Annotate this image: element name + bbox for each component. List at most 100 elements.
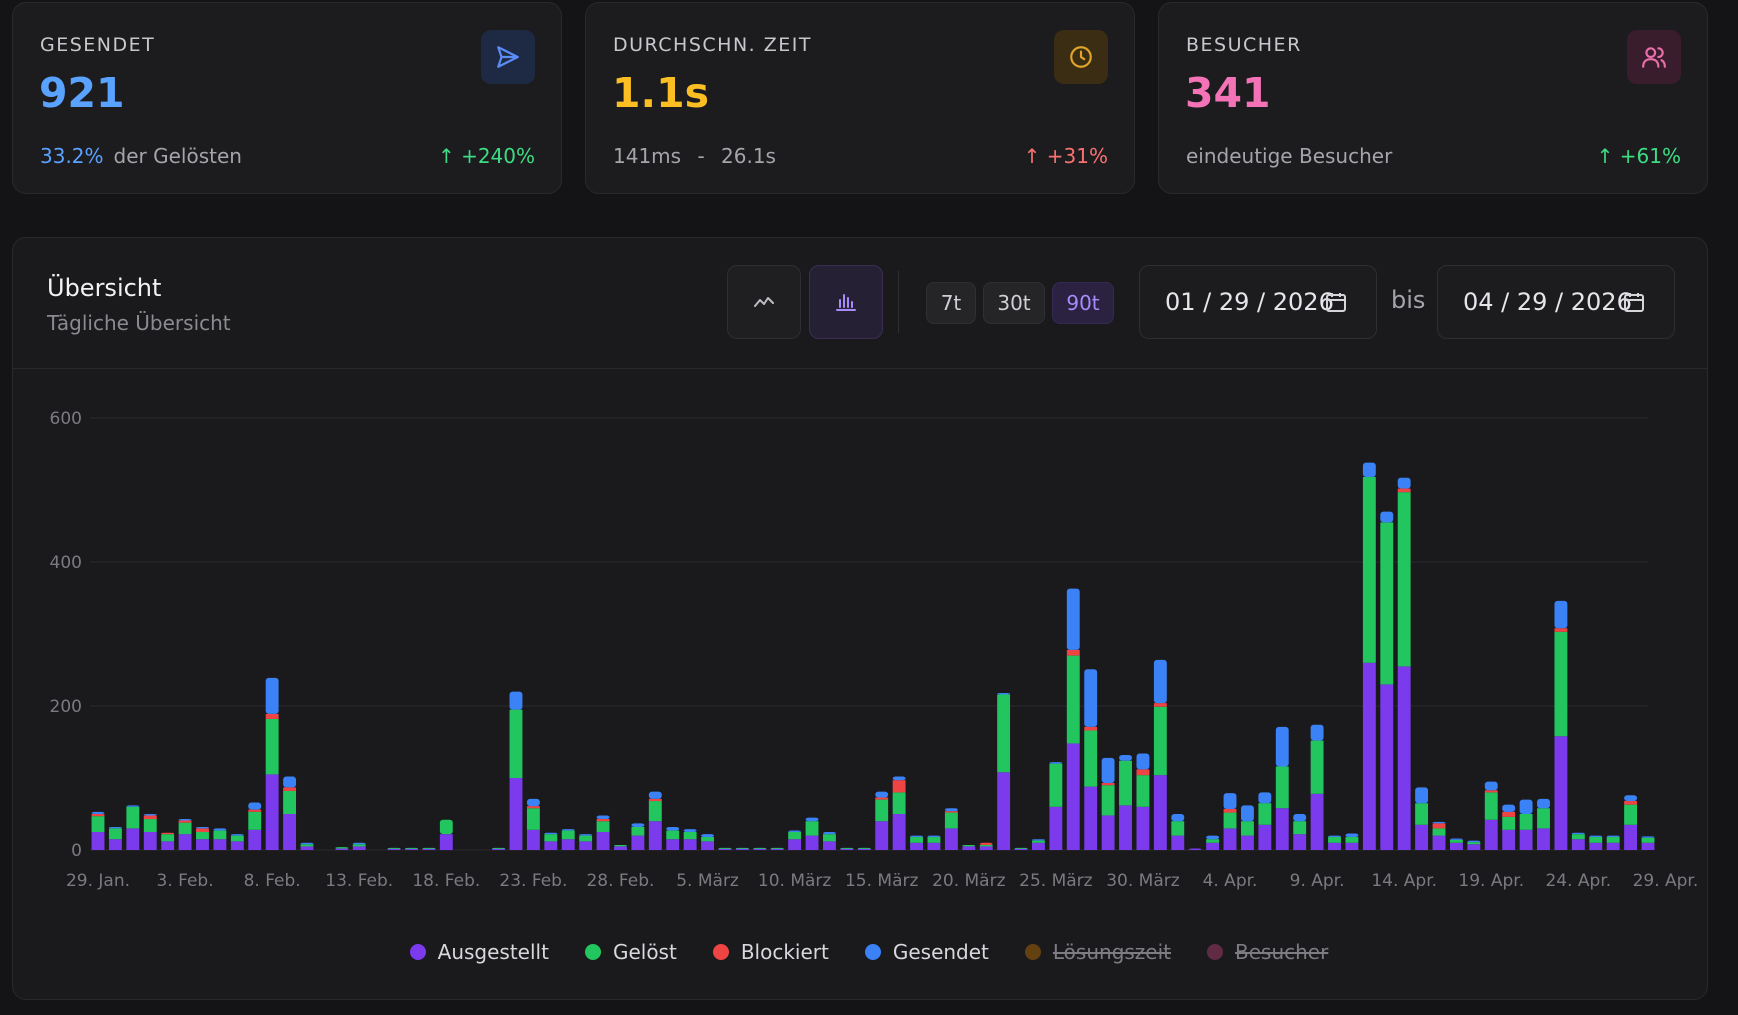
range-7t-button[interactable]: 7t <box>926 282 976 324</box>
bar-segment <box>1537 828 1550 850</box>
bar-segment <box>1240 835 1254 850</box>
bar-chart-icon <box>836 294 856 311</box>
bar-segment <box>788 832 802 840</box>
bar-segment <box>1328 837 1341 843</box>
bar-segment <box>1328 835 1341 838</box>
bar-segment <box>1380 522 1394 685</box>
bar-segment <box>1240 821 1254 836</box>
bar-segment <box>1275 808 1289 850</box>
bar-segment <box>1484 792 1498 820</box>
bar-segment <box>579 841 593 850</box>
bar-segment <box>1449 839 1463 843</box>
bar-segment <box>422 848 436 850</box>
bar-segment <box>875 799 889 822</box>
calendar-icon[interactable] <box>1622 290 1646 314</box>
bar-segment <box>1624 804 1638 825</box>
bar-segment <box>875 821 889 850</box>
bar-segment <box>1415 803 1429 825</box>
bar-segment <box>1554 631 1568 737</box>
bar-segment <box>701 834 714 838</box>
bar-segment <box>91 832 105 850</box>
kpi-label: GESENDET <box>40 34 156 56</box>
bar-segment <box>1101 785 1115 816</box>
kpi-value: 1.1s <box>612 69 710 117</box>
bar-segment <box>579 834 593 836</box>
bar-segment <box>875 797 889 800</box>
bar-segment <box>352 844 366 847</box>
date-to-input[interactable]: 04 / 29 / 2026 <box>1437 265 1675 339</box>
bar-segment <box>1502 811 1516 817</box>
bar-segment <box>1502 829 1516 850</box>
bar-segment <box>143 832 157 850</box>
bar-segment <box>1345 837 1359 843</box>
bar-segment <box>927 837 941 843</box>
bar-segment <box>648 821 662 850</box>
legend-item-geloest[interactable]: Gelöst <box>584 940 677 964</box>
legend-item-ausgestellt[interactable]: Ausgestellt <box>409 940 549 964</box>
bar-chart-toggle-button[interactable] <box>809 265 883 339</box>
bar-segment <box>718 848 732 850</box>
x-tick-label: 15. März <box>845 871 919 891</box>
bar-segment <box>979 844 993 847</box>
bar-segment <box>439 834 453 850</box>
bar-segment <box>944 828 958 850</box>
kpi-sub-separator: - <box>697 144 705 168</box>
kpi-label: BESUCHER <box>1186 34 1302 56</box>
bar-segment <box>544 841 558 850</box>
range-30t-button[interactable]: 30t <box>983 282 1045 324</box>
bar-segment <box>248 802 262 810</box>
kpi-label: DURCHSCHN. ZEIT <box>613 34 812 56</box>
range-90t-button[interactable]: 90t <box>1052 282 1114 324</box>
x-tick-label: 5. März <box>676 871 739 891</box>
bar-segment <box>735 847 749 849</box>
legend-item-blockiert[interactable]: Blockiert <box>712 940 829 964</box>
bar-segment <box>161 832 175 835</box>
kpi-trend: ↑ +31% <box>1024 144 1108 168</box>
legend-item-besucher[interactable]: Besucher <box>1207 940 1328 964</box>
bar-segment <box>596 832 610 850</box>
bar-segment <box>283 787 297 791</box>
legend-label: Gelöst <box>612 940 677 964</box>
bar-segment <box>405 847 418 849</box>
panel-title: Übersicht <box>47 274 162 302</box>
bar-segment <box>439 819 453 835</box>
date-from-input[interactable]: 01 / 29 / 2026 <box>1139 265 1377 339</box>
bar-segment <box>1484 819 1498 850</box>
bar-segment <box>910 842 923 850</box>
bar-segment <box>335 848 349 850</box>
bar-segment <box>178 834 192 850</box>
legend-item-gesendet[interactable]: Gesendet <box>864 940 989 964</box>
calendar-icon[interactable] <box>1324 290 1348 314</box>
line-chart-icon <box>754 297 774 307</box>
bar-segment <box>196 839 209 850</box>
x-tick-label: 20. März <box>932 871 1006 891</box>
bar-segment <box>1153 775 1167 850</box>
bar-segment <box>108 839 122 850</box>
bar-segment <box>1432 823 1446 829</box>
legend-item-loesungszeit[interactable]: Lösungszeit <box>1024 940 1171 964</box>
kpi-card-gesendet: GESENDET 921 33.2% der Gelösten ↑ +240% <box>12 2 562 194</box>
bar-segment <box>910 837 923 843</box>
bar-segment <box>1502 816 1516 830</box>
bar-segment <box>823 832 836 835</box>
bar-segment <box>1554 736 1568 850</box>
bar-segment <box>265 713 279 719</box>
bar-segment <box>526 829 540 850</box>
bar-segment <box>492 847 506 849</box>
bar-segment <box>1328 842 1341 850</box>
line-chart-toggle-button[interactable] <box>727 265 801 339</box>
bar-segment <box>283 790 297 814</box>
bar-segment <box>526 806 540 809</box>
bar-segment <box>1432 821 1446 824</box>
bar-segment <box>387 847 401 849</box>
bar-segment <box>788 830 802 832</box>
bar-segment <box>1049 763 1063 807</box>
bar-segment <box>1362 477 1376 663</box>
bar-segment <box>283 776 297 788</box>
bar-segment <box>1397 666 1411 850</box>
bar-segment <box>1606 837 1620 843</box>
bar-segment <box>1275 766 1289 809</box>
bar-segment <box>230 835 244 842</box>
bar-segment <box>526 798 540 807</box>
bar-segment <box>1032 839 1045 841</box>
